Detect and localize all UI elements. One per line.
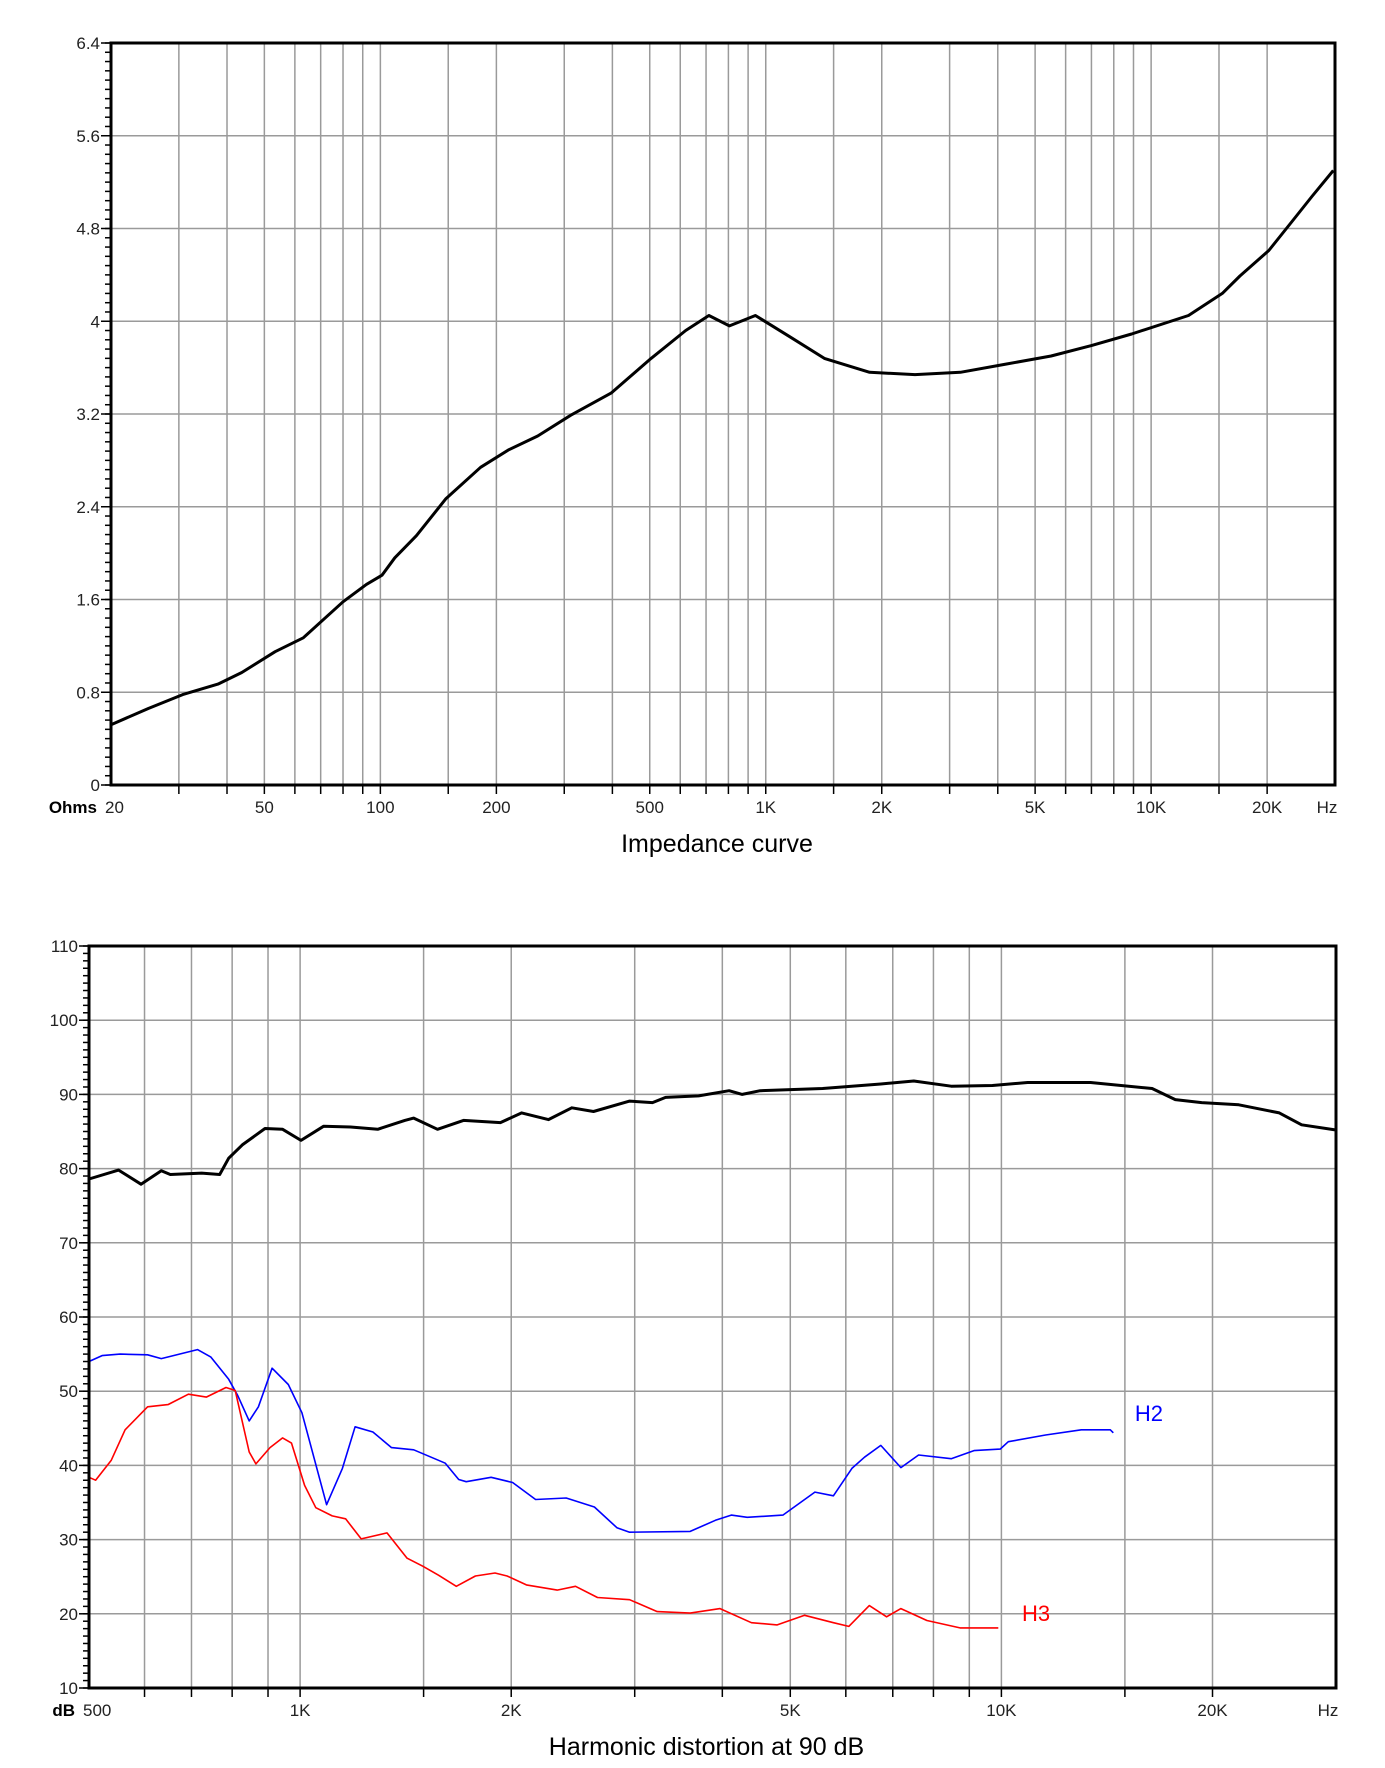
x-tick-label: 1K xyxy=(290,1701,311,1720)
y-tick-label: 20 xyxy=(59,1605,78,1624)
x-tick-label: 5K xyxy=(780,1701,801,1720)
plot-frame xyxy=(109,41,1337,787)
series-spl xyxy=(88,1079,1337,1186)
x-tick-label: 200 xyxy=(482,798,510,817)
y-tick-label: 4.8 xyxy=(76,220,100,239)
y-tick-label: 6.4 xyxy=(76,34,100,53)
y-tick-label: 90 xyxy=(59,1085,78,1104)
y-tick-label: 3.2 xyxy=(76,405,100,424)
y-tick-label: 100 xyxy=(50,1011,78,1030)
y-tick-label: 0 xyxy=(91,776,100,795)
x-unit-label: Hz xyxy=(1318,1701,1339,1720)
y-unit-label: dB xyxy=(52,1701,75,1720)
chart-title: Impedance curve xyxy=(621,830,813,858)
y-tick-label: 0.8 xyxy=(76,683,100,702)
y-tick-label: 30 xyxy=(59,1531,78,1550)
y-tick-label: 4 xyxy=(91,312,100,331)
x-tick-label: 1K xyxy=(755,798,776,817)
chart-0: 0 0.8 1.6 2.4 3.2 4 4.8 5.6 6.4 20 50 100 200 500 1K 2K… xyxy=(49,34,1338,858)
x-tick-label: 500 xyxy=(636,798,664,817)
x-tick-label: 20 xyxy=(105,798,124,817)
y-tick-label: 60 xyxy=(59,1308,78,1327)
x-tick-label: 10K xyxy=(1136,798,1167,817)
y-tick-label: 10 xyxy=(59,1679,78,1698)
y-tick-label: 50 xyxy=(59,1382,78,1401)
series-h2 xyxy=(88,1348,1114,1533)
plot-frame xyxy=(87,944,1338,1690)
y-tick-label: 5.6 xyxy=(76,127,100,146)
series-label-h3: H3 xyxy=(1022,1601,1050,1626)
series-h3 xyxy=(88,1386,999,1629)
x-tick-label: 2K xyxy=(871,798,892,817)
y-tick-label: 110 xyxy=(51,937,78,956)
chart-1: 10 20 30 40 50 60 70 80 90 100 110 500 1K 2K 5K 10K 20K d… xyxy=(50,937,1339,1761)
y-tick-label: 2.4 xyxy=(76,498,100,517)
series-impedance xyxy=(110,169,1335,727)
x-tick-label: 5K xyxy=(1025,798,1046,817)
y-tick-label: 1.6 xyxy=(76,591,100,610)
x-tick-label: 100 xyxy=(366,798,394,817)
x-tick-label: 500 xyxy=(83,1701,111,1720)
series-label-h2: H2 xyxy=(1135,1401,1163,1426)
x-tick-label: 50 xyxy=(255,798,274,817)
y-tick-label: 80 xyxy=(59,1160,78,1179)
y-tick-label: 70 xyxy=(59,1234,78,1253)
x-tick-label: 20K xyxy=(1197,1701,1228,1720)
x-tick-label: 20K xyxy=(1252,798,1283,817)
y-tick-label: 40 xyxy=(59,1456,78,1475)
x-tick-label: 10K xyxy=(986,1701,1017,1720)
x-tick-label: 2K xyxy=(501,1701,522,1720)
y-unit-label: Ohms xyxy=(49,798,97,817)
chart-title: Harmonic distortion at 90 dB xyxy=(549,1733,864,1761)
x-unit-label: Hz xyxy=(1317,798,1338,817)
